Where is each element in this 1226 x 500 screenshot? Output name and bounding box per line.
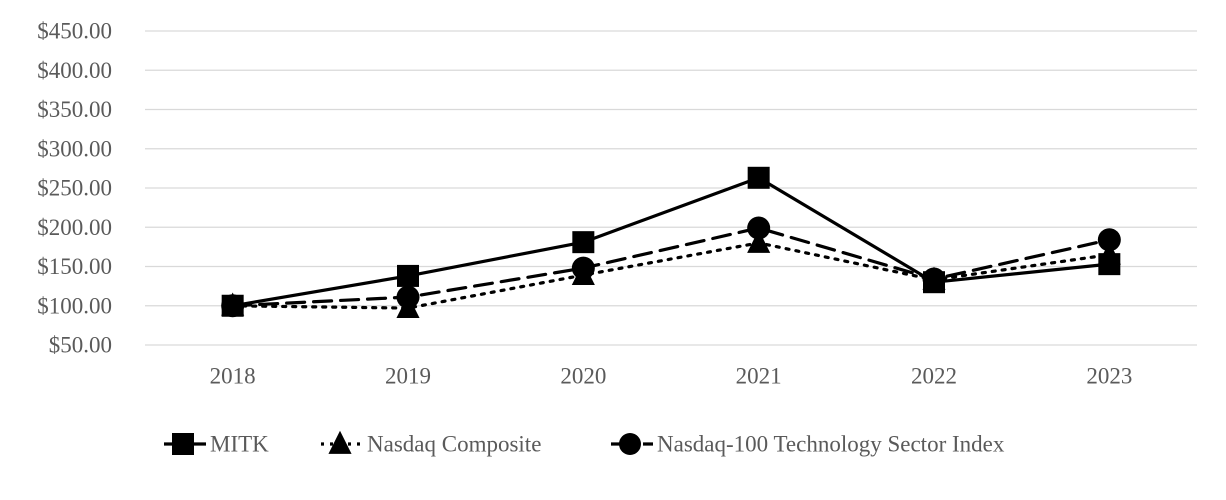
data-point-square bbox=[1098, 253, 1121, 276]
legend-item: MITK bbox=[164, 432, 269, 457]
y-tick-label: $100.00 bbox=[37, 293, 112, 318]
y-tick-label: $450.00 bbox=[37, 19, 112, 44]
x-tick-label: 2023 bbox=[1086, 364, 1132, 389]
x-tick-label: 2019 bbox=[385, 364, 431, 389]
x-tick-label: 2018 bbox=[210, 364, 256, 389]
y-tick-label: $50.00 bbox=[49, 333, 112, 358]
gridlines bbox=[145, 30, 1197, 346]
y-tick-label: $300.00 bbox=[37, 136, 112, 161]
x-tick-label: 2022 bbox=[911, 364, 957, 389]
data-point-triangle bbox=[396, 294, 420, 319]
series-line-0 bbox=[231, 176, 1111, 308]
y-tick-label: $400.00 bbox=[37, 58, 112, 83]
data-point-circle bbox=[1097, 228, 1121, 252]
data-point-triangle bbox=[747, 229, 771, 253]
series-line-2 bbox=[231, 226, 1111, 308]
x-tick-label: 2021 bbox=[736, 364, 782, 389]
data-point-square bbox=[572, 231, 595, 254]
legend-item: Nasdaq-100 Technology Sector Index bbox=[611, 432, 1005, 457]
series-line-1 bbox=[231, 241, 1111, 310]
legend-label: Nasdaq Composite bbox=[367, 432, 541, 457]
y-tick-label: $350.00 bbox=[37, 97, 112, 122]
data-point-square bbox=[923, 271, 945, 294]
y-tick-label: $150.00 bbox=[37, 254, 112, 279]
data-point-triangle bbox=[571, 261, 595, 286]
series-markers bbox=[221, 166, 1121, 319]
legend-marker-triangle bbox=[328, 430, 352, 454]
legend-label: MITK bbox=[210, 432, 269, 457]
legend-marker-square bbox=[172, 433, 194, 455]
legend-label: Nasdaq-100 Technology Sector Index bbox=[657, 432, 1005, 457]
data-point-square bbox=[747, 166, 770, 189]
series-lines bbox=[231, 176, 1111, 310]
y-axis-tick-labels: $50.00 $100.00 $150.00 $200.00 $250.00 $300.0… bbox=[37, 19, 112, 358]
data-point-circle bbox=[747, 216, 771, 240]
y-tick-label: $200.00 bbox=[37, 215, 112, 240]
legend: MITK Nasdaq Composite Nasdaq-100 Technolog… bbox=[164, 430, 1005, 457]
y-tick-label: $250.00 bbox=[37, 176, 112, 201]
legend-item: Nasdaq Composite bbox=[321, 430, 541, 457]
x-tick-label: 2020 bbox=[560, 364, 606, 389]
data-point-square bbox=[397, 264, 419, 287]
x-axis-tick-labels: 2018 2019 2020 2021 2022 2023 bbox=[210, 364, 1133, 389]
legend-marker-circle bbox=[619, 433, 641, 455]
data-point-square bbox=[221, 294, 244, 317]
